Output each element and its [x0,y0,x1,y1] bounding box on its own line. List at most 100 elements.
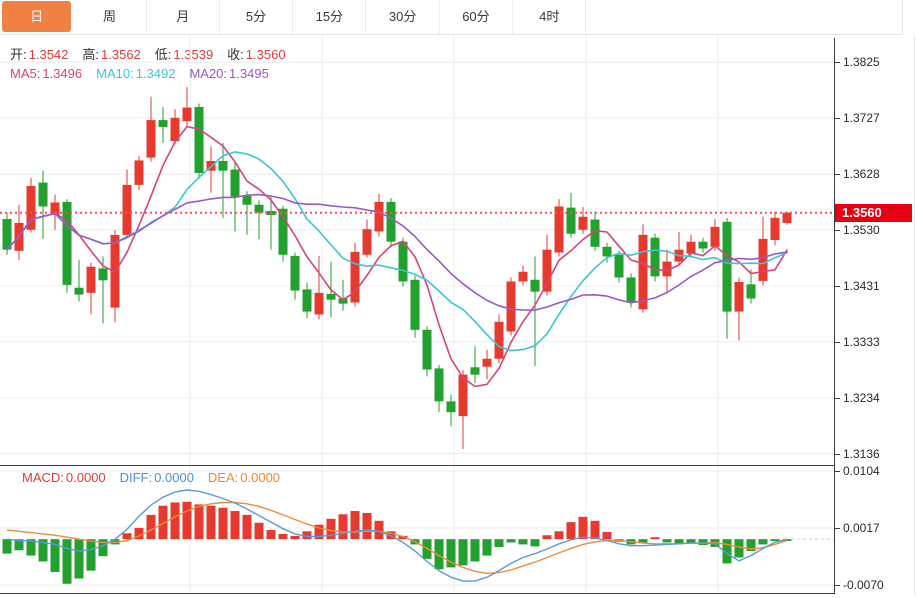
axis-tick [834,230,840,231]
tab-timeframe-5[interactable]: 30分 [366,0,440,34]
tab-timeframe-1[interactable]: 周 [73,0,147,34]
macd-bar [254,522,264,540]
tab-timeframe-2[interactable]: 月 [147,0,220,34]
macd-bar [278,533,288,540]
candle-body [338,298,348,304]
candle-body [578,216,588,230]
legend-label: DEA: [207,470,239,485]
macd-axis-label: 0.0104 [843,464,880,478]
macd-chart-canvas[interactable] [0,466,835,593]
candle-body [638,234,648,310]
tab-timeframe-0[interactable]: 日 [0,0,73,34]
tab-timeframe-3[interactable]: 5分 [220,0,294,34]
macd-bar [374,520,384,540]
ma10-line [6,151,788,352]
macd-bar [758,539,768,545]
candle-body [182,107,192,122]
candle-body [302,289,312,312]
macd-bar [662,539,672,543]
legend-value: 0.0000 [154,470,194,485]
candle-body [722,221,732,312]
macd-bar [362,512,372,540]
price-axis-label: 1.3530 [843,223,880,237]
price-axis-label: 1.3727 [843,111,880,125]
legend-label: 高: [82,47,100,62]
macd-bar [230,510,240,540]
candle-body [38,182,48,207]
legend-value: 1.3492 [135,66,176,81]
candle-body [398,241,408,282]
dea-line [6,501,788,575]
macd-bar [62,539,72,584]
candle-body [686,241,696,254]
tab-timeframe-7[interactable]: 4时 [513,0,587,34]
legend-value: 1.3562 [101,47,141,62]
candle-body [698,241,708,249]
candle-body [218,161,228,171]
macd-bar [650,537,660,540]
macd-bar [458,539,468,566]
candle-body [554,206,564,253]
candle-body [662,261,672,277]
macd-bar [542,535,552,540]
tab-timeframe-6[interactable]: 60分 [440,0,514,34]
candle-body [458,374,468,417]
macd-bar [578,516,588,540]
macd-bar [326,518,336,540]
legend-value: 1.3495 [229,66,269,81]
macd-bar [218,507,228,540]
macd-bar [746,539,756,551]
candle-body [590,219,600,247]
macd-bar [518,539,528,545]
candle-body [122,184,132,235]
candle-body [566,207,576,234]
candle-body [386,201,396,242]
macd-bar [86,539,96,571]
candle-body [134,160,144,185]
candle-body [374,201,384,232]
candle-body [242,195,252,205]
macd-bar [74,539,84,579]
candle-body [410,279,420,330]
ma5-line [6,125,788,388]
macd-bar [530,539,540,547]
candle-body [746,284,756,299]
axis-tick [834,528,840,529]
axis-tick [834,454,840,455]
candle-body [362,229,372,255]
candle-body [482,358,492,367]
price-chart-canvas[interactable] [0,36,835,465]
price-axis-label: 1.3431 [843,279,880,293]
axis-right-border [914,36,915,594]
macd-bar [182,501,192,540]
candle-body [602,246,612,257]
macd-bar [14,539,24,551]
macd-bar [314,524,324,540]
legend-label: MA20: [189,66,228,81]
tab-timeframe-4[interactable]: 15分 [293,0,367,34]
macd-axis-label: 0.0017 [843,521,880,535]
timeframe-tabbar: 日周月 5分 15分 30分 60分 4时 [0,0,903,35]
candle-body [782,212,792,223]
macd-bar [146,514,156,540]
price-axis-label: 1.3136 [843,447,880,461]
candle-body [290,255,300,291]
macd-bar [302,531,312,540]
candle-body [530,279,540,292]
legend-label: 收: [227,47,244,62]
macd-bar [158,505,168,540]
ma20-line [6,193,788,311]
macd-bar [242,514,252,540]
macd-bar [590,520,600,540]
legend-label: DIFF: [119,470,153,485]
macd-bar [38,539,48,562]
macd-bar [482,539,492,556]
macd-bar [470,539,480,562]
candle-body [62,201,72,285]
candle-body [254,204,264,213]
axis-tick [834,585,840,586]
macd-bar [686,539,696,544]
legend-value: 1.3542 [28,47,69,62]
axis-tick [834,286,840,287]
